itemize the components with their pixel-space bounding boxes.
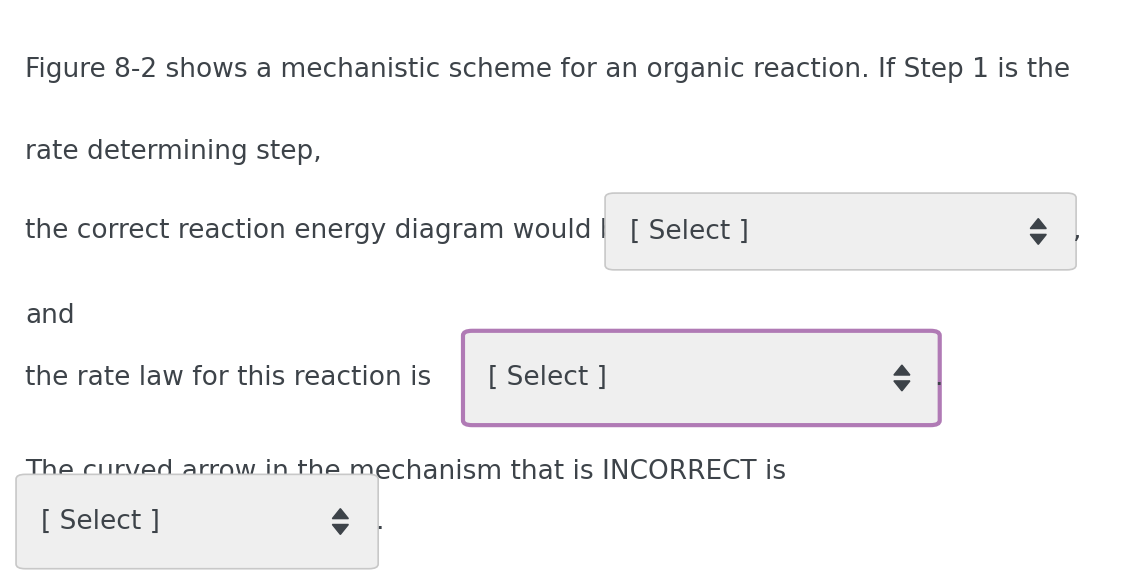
Text: the correct reaction energy diagram would be: the correct reaction energy diagram woul…	[25, 219, 633, 244]
Polygon shape	[332, 509, 348, 519]
Text: rate determining step,: rate determining step,	[25, 139, 322, 165]
FancyBboxPatch shape	[463, 331, 940, 425]
Text: [ Select ]: [ Select ]	[488, 365, 607, 391]
FancyBboxPatch shape	[16, 475, 378, 568]
Polygon shape	[894, 365, 910, 375]
Text: [ Select ]: [ Select ]	[41, 509, 160, 534]
Text: the rate law for this reaction is: the rate law for this reaction is	[25, 365, 431, 391]
Text: Figure 8-2 shows a mechanistic scheme for an organic reaction. If Step 1 is the: Figure 8-2 shows a mechanistic scheme fo…	[25, 57, 1070, 83]
Polygon shape	[1030, 219, 1046, 229]
Text: .: .	[375, 509, 383, 534]
Text: .: .	[934, 365, 942, 391]
FancyBboxPatch shape	[605, 193, 1076, 270]
Polygon shape	[1030, 234, 1046, 244]
Text: and: and	[25, 304, 74, 329]
Text: [ Select ]: [ Select ]	[630, 219, 749, 244]
Polygon shape	[332, 524, 348, 534]
Polygon shape	[894, 381, 910, 391]
Text: The curved arrow in the mechanism that is INCORRECT is: The curved arrow in the mechanism that i…	[25, 459, 786, 485]
Text: ,: ,	[1073, 219, 1081, 244]
